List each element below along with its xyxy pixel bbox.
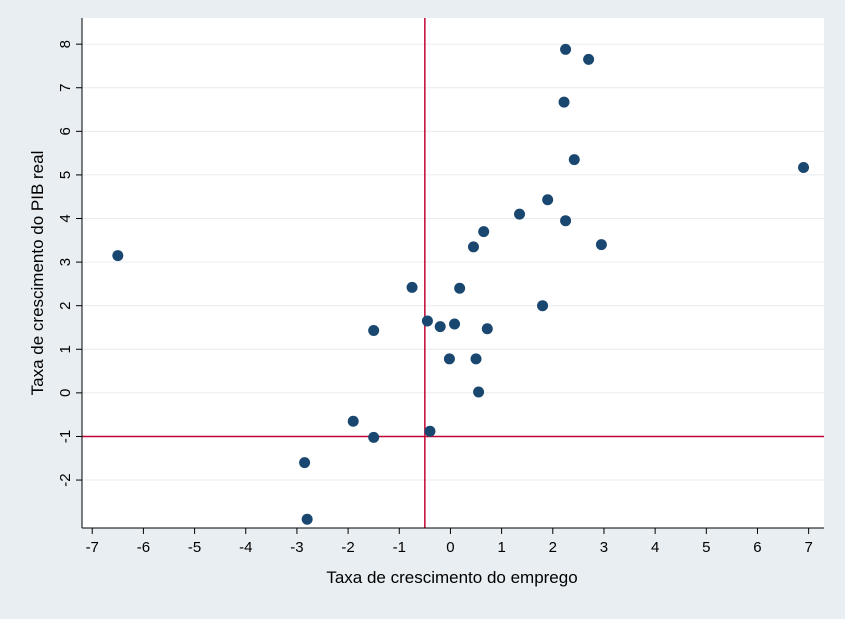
data-point xyxy=(514,208,526,220)
y-tick-label: 1 xyxy=(57,345,74,353)
x-tick-label: 4 xyxy=(651,539,659,556)
data-point xyxy=(558,96,570,108)
data-point xyxy=(424,425,436,437)
x-tick-label: 3 xyxy=(600,539,608,556)
reference-lines xyxy=(82,18,824,528)
plot-area-background xyxy=(82,18,824,528)
data-point xyxy=(537,300,549,312)
data-point xyxy=(583,53,595,65)
x-tick-label: 5 xyxy=(702,539,710,556)
data-point xyxy=(406,281,418,293)
x-tick-label: 7 xyxy=(804,539,812,556)
y-tick-label: -1 xyxy=(57,430,74,443)
x-tick-label: 6 xyxy=(753,539,761,556)
y-tick-label: -2 xyxy=(57,473,74,486)
data-point xyxy=(434,321,446,333)
x-tick-label: -2 xyxy=(341,539,354,556)
x-tick-label: -4 xyxy=(239,539,252,556)
x-tick-label: -3 xyxy=(290,539,303,556)
data-point xyxy=(595,239,607,251)
data-point xyxy=(568,154,580,166)
x-tick-label: 2 xyxy=(549,539,557,556)
data-point xyxy=(449,318,461,330)
y-tick-label: 6 xyxy=(57,127,74,135)
data-point xyxy=(112,250,124,262)
y-tick-label: 4 xyxy=(57,214,74,222)
data-point xyxy=(542,194,554,206)
x-tick-label: 1 xyxy=(497,539,505,556)
data-point xyxy=(299,457,311,469)
data-point xyxy=(421,315,433,327)
data-point xyxy=(368,325,380,337)
axes: -7 -6 -5 -4 -3 -2 -1 0 1 2 3 4 5 6 7 -2 -1 0 1 2 3 4 5 6 7 8 xyxy=(57,18,824,556)
x-axis-label: Taxa de crescimento do emprego xyxy=(326,568,577,587)
data-point xyxy=(470,353,482,365)
data-point xyxy=(481,323,493,335)
x-tick-label: -7 xyxy=(86,539,99,556)
data-point xyxy=(454,282,466,294)
data-point xyxy=(467,241,479,253)
y-tick-label: 8 xyxy=(57,40,74,48)
data-point xyxy=(443,353,455,365)
y-tick-label: 7 xyxy=(57,84,74,92)
data-points xyxy=(112,43,810,525)
data-point xyxy=(798,162,810,174)
y-tick-label: 3 xyxy=(57,258,74,266)
data-point xyxy=(560,215,572,227)
y-tick-label: 0 xyxy=(57,389,74,397)
x-tick-label: 0 xyxy=(446,539,454,556)
y-tick-label: 2 xyxy=(57,302,74,310)
x-tick-label: -1 xyxy=(393,539,406,556)
data-point xyxy=(560,43,572,55)
y-axis-label: Taxa de crescimento do PIB real xyxy=(28,151,47,396)
data-point xyxy=(478,226,490,238)
y-tick-label: 5 xyxy=(57,171,74,179)
data-point xyxy=(301,513,313,525)
data-point xyxy=(347,415,359,427)
data-point xyxy=(473,386,485,398)
data-point xyxy=(368,431,380,443)
x-tick-label: -5 xyxy=(188,539,201,556)
x-tick-label: -6 xyxy=(137,539,150,556)
